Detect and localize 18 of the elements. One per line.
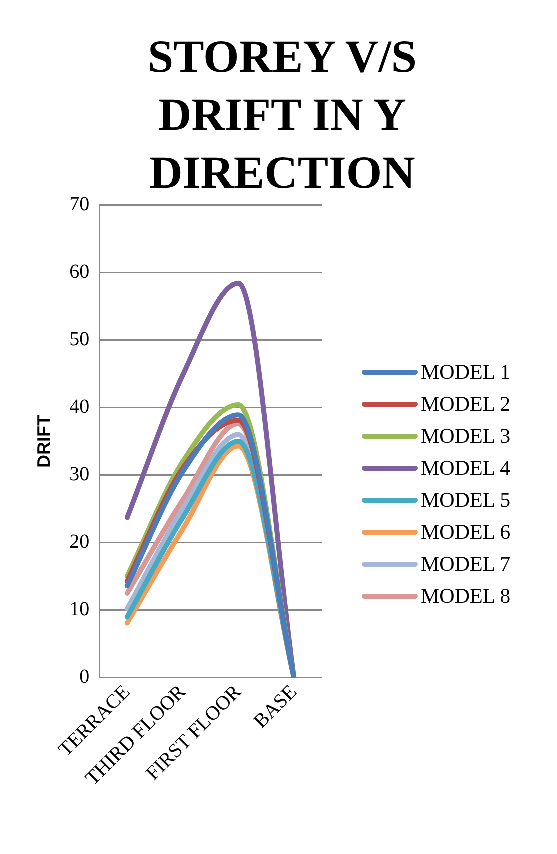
y-tick-label: 50 <box>70 328 90 350</box>
legend-label: MODEL 2 <box>421 391 511 418</box>
legend-label: MODEL 7 <box>421 551 511 578</box>
y-tick-label: 60 <box>70 260 90 283</box>
chart-title: STOREY V/S DRIFT IN Y DIRECTION <box>147 30 418 200</box>
y-tick-label: 0 <box>80 666 90 688</box>
legend-label: MODEL 3 <box>421 423 511 450</box>
y-tick-label: 40 <box>70 396 90 418</box>
y-axis-title: DRIFT <box>34 414 54 468</box>
legend-label: MODEL 6 <box>421 519 511 546</box>
legend-label: MODEL 8 <box>421 583 511 610</box>
legend-label: MODEL 4 <box>421 455 511 482</box>
y-tick-label: 30 <box>70 463 90 486</box>
legend-label: MODEL 5 <box>421 487 511 514</box>
y-tick-label: 70 <box>70 193 90 216</box>
y-tick-label: 10 <box>70 598 90 621</box>
y-tick-label: 20 <box>70 531 90 554</box>
legend-label: MODEL 1 <box>421 359 511 386</box>
